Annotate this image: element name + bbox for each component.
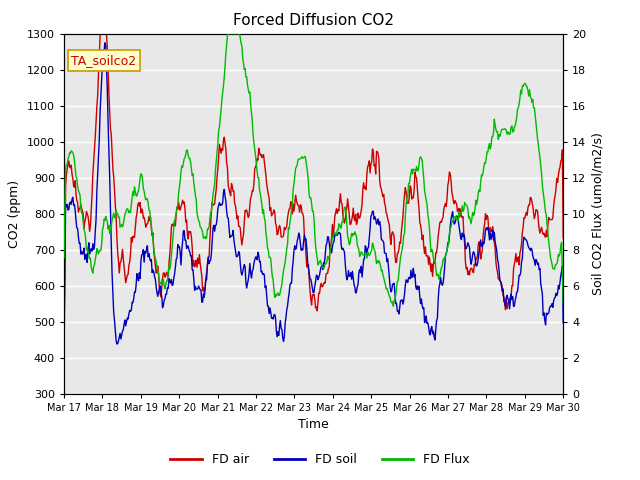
X-axis label: Time: Time <box>298 418 329 431</box>
Title: Forced Diffusion CO2: Forced Diffusion CO2 <box>233 13 394 28</box>
Text: TA_soilco2: TA_soilco2 <box>72 54 136 67</box>
Y-axis label: CO2 (ppm): CO2 (ppm) <box>8 180 21 248</box>
Y-axis label: Soil CO2 Flux (umol/m2/s): Soil CO2 Flux (umol/m2/s) <box>592 132 605 295</box>
Legend: FD air, FD soil, FD Flux: FD air, FD soil, FD Flux <box>165 448 475 471</box>
